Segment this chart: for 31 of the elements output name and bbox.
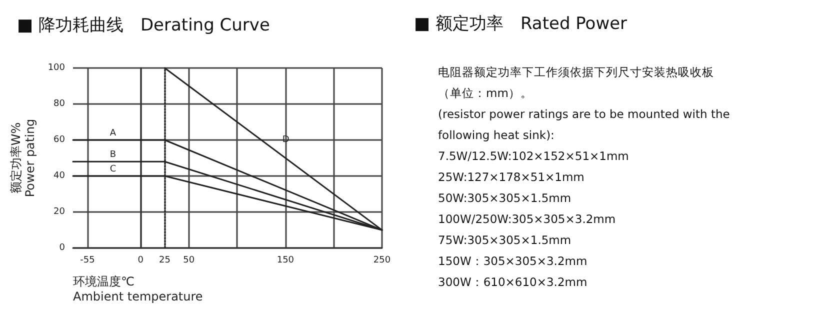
text: 电阻器额定功率下工作须依据下列尺寸安装热吸收板: [438, 64, 715, 81]
y-tick-label: 40: [54, 171, 66, 181]
text: 300W：610×610×3.2mm: [438, 274, 588, 291]
y-tick-label: 20: [54, 207, 66, 217]
text: following heat sink):: [438, 127, 556, 144]
y-tick-label: 0: [59, 243, 66, 253]
text: 7.5W/12.5W:102×152×51×1mm: [438, 148, 630, 165]
text: 25W:127×178×51×1mm: [438, 169, 586, 186]
series-label: D: [282, 135, 290, 145]
text: 50W:305×305×1.5mm: [438, 190, 572, 207]
chart-title: ■ 降功耗曲线 Derating Curve: [17, 16, 270, 36]
series-label: C: [110, 164, 116, 174]
x-axis-title: 环境温度℃ Ambient temperature: [73, 274, 203, 304]
y-tick-label: 80: [54, 99, 66, 109]
x-tick-label: 0: [138, 256, 144, 266]
text: 75W:305×305×1.5mm: [438, 232, 572, 249]
text: (resistor power ratings are to be mounted with the: [438, 106, 730, 123]
text: 100W/250W:305×305×3.2mm: [438, 211, 617, 228]
series-label: B: [110, 150, 116, 160]
series-label: A: [110, 128, 117, 138]
text: 150W：305×305×3.2mm: [438, 253, 588, 270]
x-tick-label: -55: [80, 256, 95, 266]
y-tick-label: 100: [48, 63, 66, 73]
x-tick-label: 50: [183, 256, 195, 266]
y-tick-label: 60: [54, 135, 66, 145]
y-axis-title: 额定功率W% Power pating: [8, 118, 37, 198]
text: （单位：mm）。: [438, 85, 534, 102]
x-tick-label: 150: [276, 256, 294, 266]
x-tick-label: 25: [159, 256, 170, 266]
x-tick-label: 250: [373, 256, 391, 266]
text: ■ 额定功率 Rated Power: [414, 13, 628, 35]
